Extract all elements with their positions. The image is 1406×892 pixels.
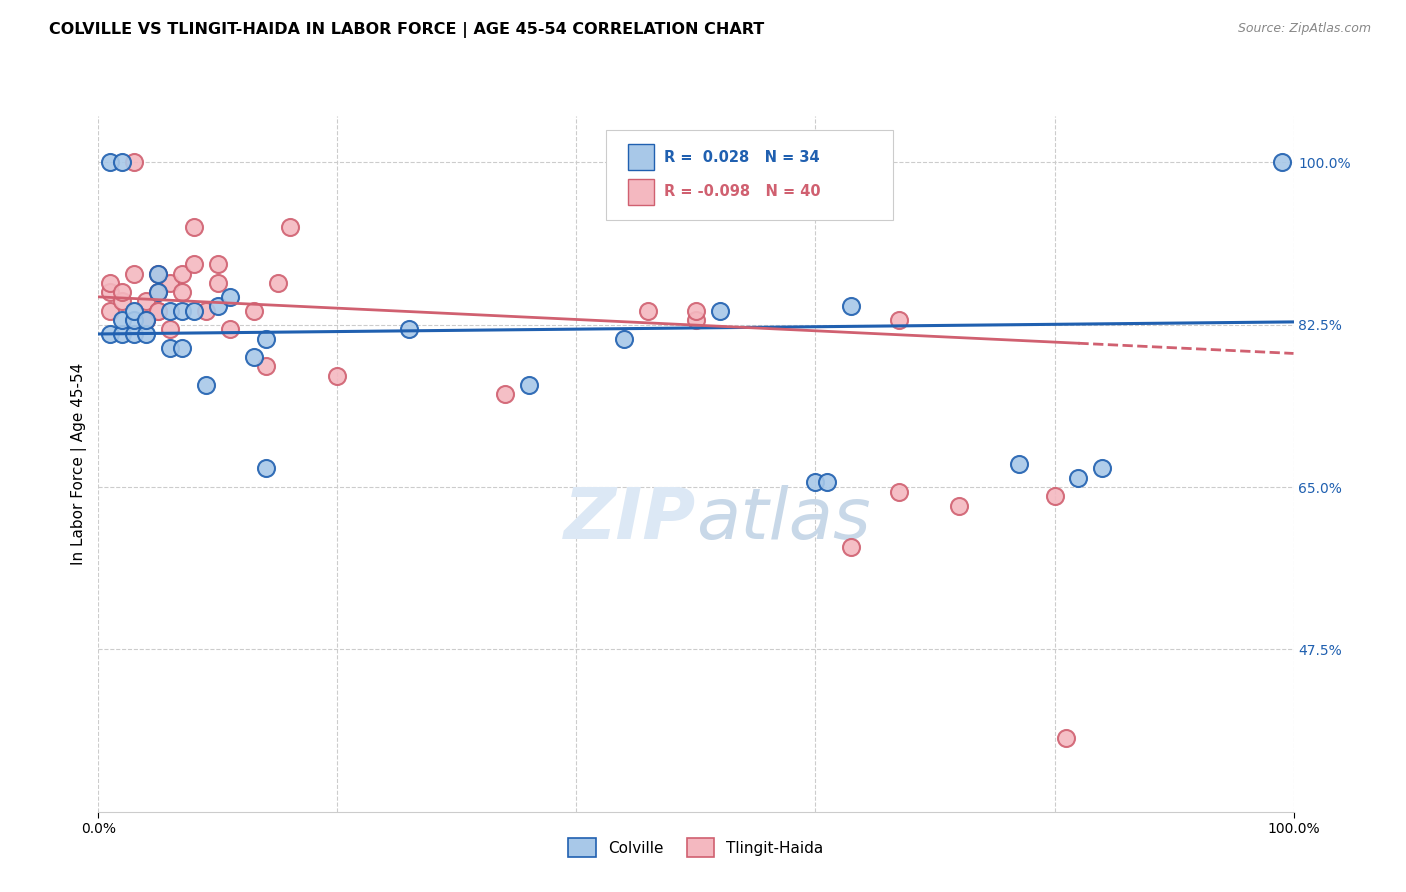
Text: R =  0.028   N = 34: R = 0.028 N = 34 — [664, 150, 820, 164]
Point — [111, 326, 134, 341]
Point — [124, 303, 146, 318]
Point — [326, 368, 349, 383]
Point — [159, 341, 181, 355]
Point — [135, 313, 157, 327]
Point — [135, 313, 157, 327]
Point — [183, 303, 205, 318]
Point — [804, 475, 827, 490]
Point — [841, 541, 863, 555]
Point — [111, 285, 134, 300]
Point — [172, 303, 194, 318]
Point — [148, 267, 170, 281]
Point — [159, 303, 181, 318]
Point — [254, 461, 277, 475]
Point — [948, 499, 970, 513]
FancyBboxPatch shape — [606, 130, 893, 220]
Point — [685, 303, 707, 318]
Point — [254, 332, 277, 346]
Point — [135, 313, 157, 327]
Point — [278, 220, 301, 235]
Point — [124, 326, 146, 341]
Y-axis label: In Labor Force | Age 45-54: In Labor Force | Age 45-54 — [72, 363, 87, 565]
Text: Source: ZipAtlas.com: Source: ZipAtlas.com — [1237, 22, 1371, 36]
Point — [183, 257, 205, 271]
Point — [243, 303, 266, 318]
Point — [517, 378, 540, 392]
Point — [1091, 461, 1114, 475]
Point — [148, 285, 170, 300]
Point — [111, 313, 134, 327]
Point — [1043, 489, 1066, 503]
Point — [111, 155, 134, 169]
Legend: Colville, Tlingit-Haida: Colville, Tlingit-Haida — [562, 832, 830, 863]
Point — [148, 267, 170, 281]
Point — [148, 303, 170, 318]
Point — [494, 387, 516, 401]
Point — [98, 155, 122, 169]
Point — [637, 303, 659, 318]
Point — [159, 322, 181, 336]
Point — [709, 303, 731, 318]
Point — [172, 341, 194, 355]
Point — [841, 299, 863, 313]
FancyBboxPatch shape — [628, 144, 654, 170]
Point — [207, 257, 229, 271]
Point — [98, 276, 122, 290]
Point — [398, 322, 420, 336]
Point — [159, 276, 181, 290]
Point — [219, 290, 242, 304]
Point — [98, 303, 122, 318]
Point — [889, 484, 911, 499]
Point — [135, 294, 157, 309]
Text: atlas: atlas — [696, 485, 870, 554]
Point — [207, 299, 229, 313]
Point — [148, 303, 170, 318]
Point — [124, 155, 146, 169]
Point — [172, 267, 194, 281]
Point — [889, 313, 911, 327]
Point — [219, 322, 242, 336]
Point — [183, 220, 205, 235]
Point — [1007, 457, 1029, 471]
Point — [815, 475, 838, 490]
Point — [1271, 155, 1294, 169]
Point — [1067, 471, 1090, 485]
Point — [111, 294, 134, 309]
Point — [254, 359, 277, 374]
Text: R = -0.098   N = 40: R = -0.098 N = 40 — [664, 185, 820, 199]
Point — [267, 276, 290, 290]
Point — [172, 285, 194, 300]
Point — [98, 285, 122, 300]
Point — [148, 285, 170, 300]
Point — [243, 350, 266, 364]
Point — [135, 326, 157, 341]
Point — [1054, 731, 1078, 745]
Text: COLVILLE VS TLINGIT-HAIDA IN LABOR FORCE | AGE 45-54 CORRELATION CHART: COLVILLE VS TLINGIT-HAIDA IN LABOR FORCE… — [49, 22, 765, 38]
Point — [685, 313, 707, 327]
Point — [98, 326, 122, 341]
Point — [613, 332, 636, 346]
Text: ZIP: ZIP — [564, 485, 696, 554]
Point — [207, 276, 229, 290]
Point — [194, 303, 218, 318]
Point — [124, 313, 146, 327]
Point — [194, 378, 218, 392]
Point — [124, 267, 146, 281]
FancyBboxPatch shape — [628, 178, 654, 205]
